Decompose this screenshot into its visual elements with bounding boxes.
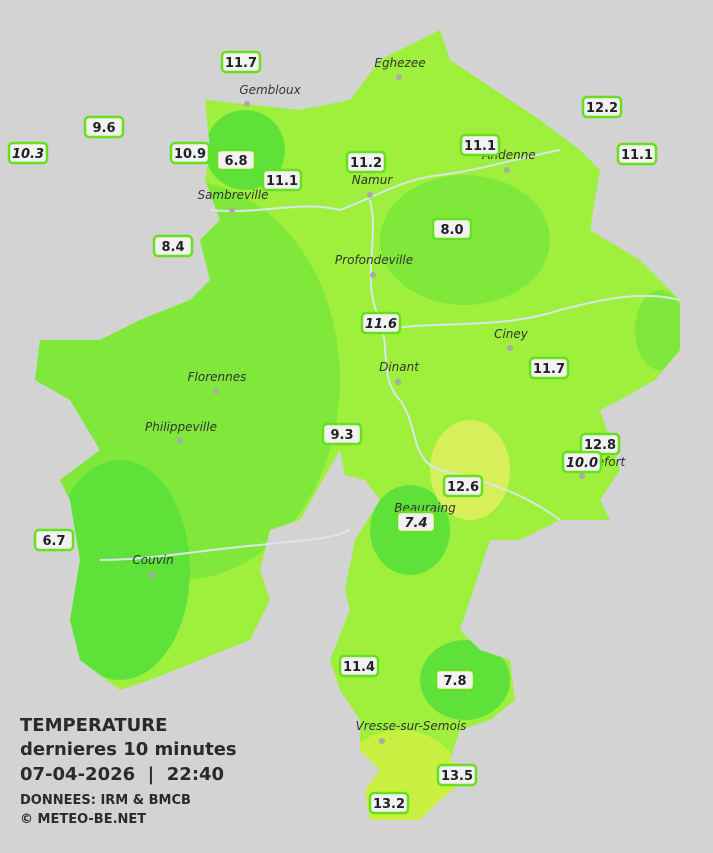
city-label: Namur — [352, 173, 394, 187]
station-value: 6.8 — [224, 154, 247, 169]
city-label: Ciney — [494, 327, 529, 341]
city-label: Vresse-sur-Semois — [356, 719, 467, 733]
city-dot — [396, 74, 402, 80]
legend-datetime: 07-04-2026 | 22:40 — [20, 764, 224, 785]
station-value: 11.7 — [533, 362, 565, 377]
station-value: 11.2 — [350, 156, 382, 171]
station-box — [83, 115, 125, 139]
station-value: 10.9 — [174, 147, 206, 162]
station-value: 6.7 — [42, 534, 65, 549]
station-value: 9.3 — [330, 428, 353, 443]
station-box — [345, 150, 387, 174]
station-box — [321, 422, 363, 446]
river — [99, 149, 681, 561]
station-value: 11.6 — [365, 317, 397, 332]
station-box — [360, 311, 402, 335]
station-value: 7.8 — [443, 674, 466, 689]
station-box — [7, 141, 49, 165]
legend-source: DONNEES: IRM & BMCB — [20, 793, 191, 808]
city-label: Florennes — [188, 370, 247, 384]
station-value: 12.8 — [584, 438, 616, 453]
station-value: 8.4 — [161, 240, 184, 255]
city-dot — [370, 272, 376, 278]
legend-subtitle: dernieres 10 minutes — [20, 739, 237, 760]
station-value: 10.0 — [566, 456, 598, 471]
city-dot — [395, 379, 401, 385]
city-label: Couvin — [132, 553, 173, 567]
station-box — [33, 528, 75, 552]
city-dot — [149, 572, 155, 578]
legend-copyright: © METEO-BE.NET — [20, 812, 146, 827]
station-value: 11.1 — [464, 139, 496, 154]
city-label: Gembloux — [239, 83, 301, 97]
station-box — [528, 356, 570, 380]
station-box — [442, 474, 484, 498]
station-box — [152, 234, 194, 258]
station-value: 12.6 — [447, 480, 479, 495]
station-value: 8.0 — [440, 223, 463, 238]
field-patch — [635, 290, 680, 370]
city-dot — [579, 473, 585, 479]
station-box — [561, 450, 603, 474]
station-box — [434, 668, 476, 692]
station-box — [616, 142, 658, 166]
station-box — [368, 791, 410, 815]
station-box — [169, 141, 211, 165]
city-dot — [507, 345, 513, 351]
city-dot — [177, 438, 183, 444]
city-dot — [367, 192, 373, 198]
station-value: 13.5 — [441, 769, 473, 784]
station-box — [436, 763, 478, 787]
city-dot — [229, 207, 235, 213]
station-value: 13.2 — [373, 797, 405, 812]
station-box — [431, 217, 473, 241]
station-value: 11.1 — [621, 148, 653, 163]
station-value: 7.4 — [404, 516, 427, 531]
station-box — [581, 95, 623, 119]
station-box — [261, 168, 303, 192]
station-value: 11.7 — [225, 56, 257, 71]
city-label: Profondeville — [335, 253, 413, 267]
station-box — [338, 654, 380, 678]
city-label: Philippeville — [145, 420, 217, 434]
station-box — [220, 50, 262, 74]
station-value: 11.4 — [343, 660, 375, 675]
station-value: 10.3 — [12, 147, 44, 162]
station-box — [215, 148, 257, 172]
field-patch — [50, 460, 190, 680]
city-dot — [379, 738, 385, 744]
station-value: 12.2 — [586, 101, 618, 116]
city-dot — [213, 388, 219, 394]
legend-title: TEMPERATURE — [20, 715, 167, 736]
station-box — [395, 510, 437, 534]
city-label: Sambreville — [197, 188, 268, 202]
station-value: 9.6 — [92, 121, 115, 136]
station-box — [459, 133, 501, 157]
city-dot — [244, 101, 250, 107]
station-value: 11.1 — [266, 174, 298, 189]
city-dot — [504, 167, 510, 173]
city-label: Dinant — [379, 360, 420, 374]
labels: EghezeeGemblouxAndenneSambrevilleNamurPr… — [7, 50, 658, 815]
city-label: Eghezee — [374, 56, 425, 70]
